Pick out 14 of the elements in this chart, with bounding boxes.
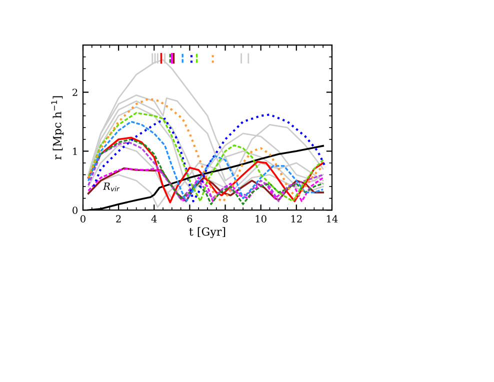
x-tick-label: 14: [326, 215, 338, 222]
y-tick-label: 0: [72, 206, 78, 214]
x-axis-title: t [Gyr]: [189, 227, 226, 238]
x-tick-label: 4: [151, 215, 157, 222]
y-tick-label: 1: [73, 148, 77, 155]
x-tick-label: 12: [291, 215, 302, 222]
x-tick-label: 2: [116, 215, 121, 222]
x-tick-label: 8: [222, 215, 228, 222]
x-tick-label: 10: [256, 215, 266, 222]
x-tick-label: 6: [187, 215, 192, 222]
annotation: R$_{vir}$: [102, 182, 120, 192]
y-axis-title: r [Mpc h$^{−1}$]: [51, 96, 64, 160]
y-tick-label: 2: [72, 88, 78, 96]
x-tick-label: 0: [80, 215, 86, 222]
